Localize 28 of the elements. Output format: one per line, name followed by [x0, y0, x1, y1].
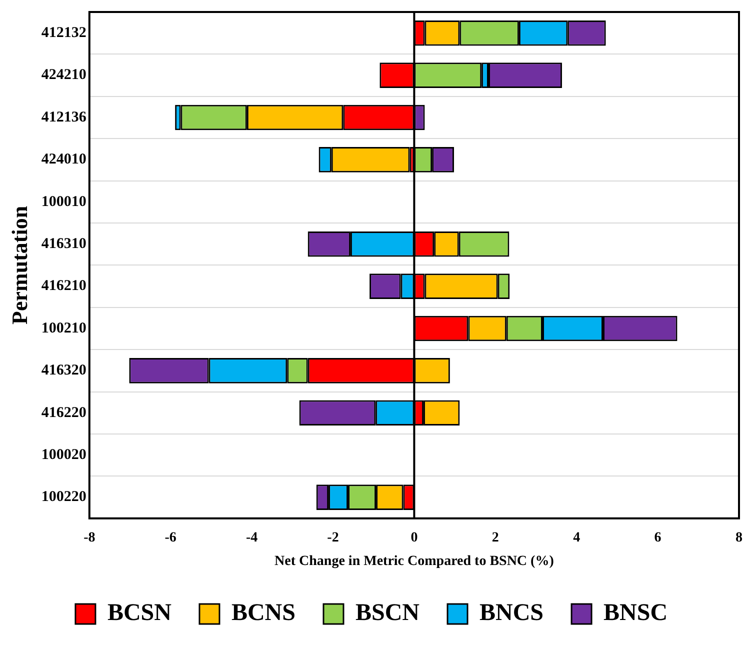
y-tick-label: 416320	[41, 362, 86, 379]
y-tick-label: 100220	[41, 489, 86, 506]
x-tick-label: -8	[84, 530, 96, 546]
legend-label: BNSC	[604, 600, 668, 626]
x-tick-label: -2	[327, 530, 339, 546]
legend-label: BCNS	[231, 600, 296, 626]
x-tick-label: 0	[410, 530, 418, 546]
y-tick-label: 100210	[41, 320, 86, 336]
y-tick-label: 412136	[41, 109, 87, 126]
x-tick-label: 4	[573, 530, 580, 546]
x-tick-label: -4	[246, 530, 258, 546]
y-tick-label: 100010	[41, 194, 86, 210]
y-tick-label: 412132	[41, 24, 86, 41]
y-tick-label: 100020	[41, 446, 86, 463]
x-tick-label: -6	[164, 530, 176, 546]
x-tick-label: 2	[492, 530, 499, 546]
y-tick-label: 416220	[41, 404, 86, 421]
y-axis-title: Permutation	[6, 206, 32, 324]
legend-label: BSCN	[355, 600, 420, 626]
x-axis-title: Net Change in Metric Compared to BSNC (%)	[274, 554, 554, 570]
y-tick-label: 416210	[41, 278, 86, 294]
x-tick-label: 6	[654, 530, 662, 546]
y-tick-label: 416310	[41, 236, 86, 252]
x-tick-label: 8	[736, 530, 742, 546]
y-tick-label: 424210	[41, 67, 86, 84]
legend-label: BNCS	[480, 600, 544, 626]
y-tick-label: 424010	[41, 152, 86, 168]
legend-label: BCSN	[107, 600, 172, 626]
